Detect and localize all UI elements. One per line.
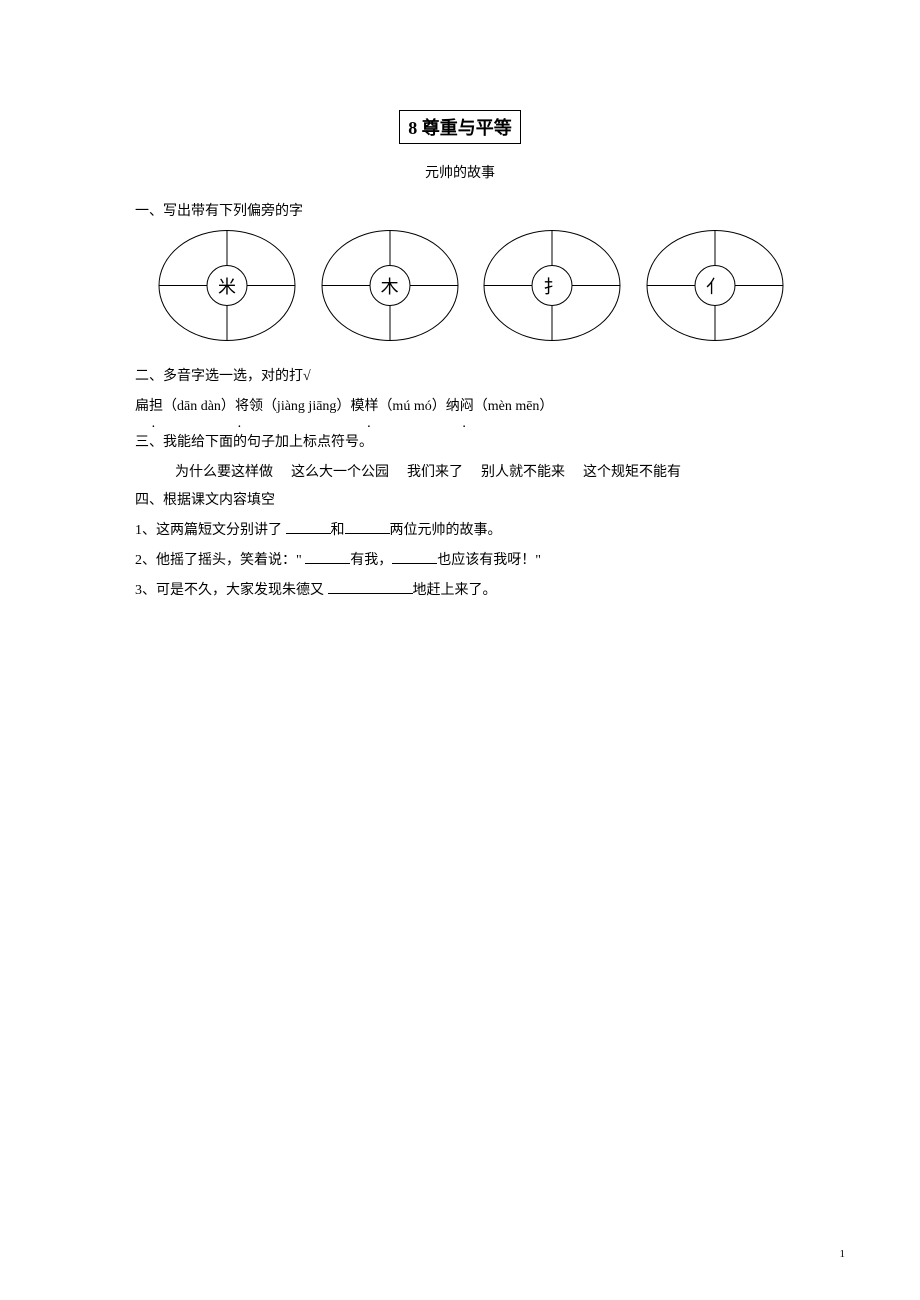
radicals-row: 米 木 扌 亻	[157, 228, 785, 343]
q3b: 地赶上来了。	[413, 583, 497, 598]
q3-line: 3、可是不久，大家发现朱德又 地赶上来了。	[135, 577, 785, 605]
w3dot: 样	[364, 393, 378, 421]
subtitle: 元帅的故事	[135, 162, 785, 182]
section3-heading: 三、我能给下面的句子加上标点符号。	[135, 431, 785, 451]
w1dot: 担	[149, 393, 163, 421]
radical-2: 扌	[543, 273, 561, 299]
q2-line: 2、他摇了摇头，笑着说：" 有我， 也应该有我呀！"	[135, 547, 785, 575]
radical-circle-2: 扌	[482, 228, 622, 343]
q2b: 有我，	[350, 553, 392, 568]
q2c: 也应该有我呀！"	[437, 553, 541, 568]
radical-circle-0: 米	[157, 228, 297, 343]
s3c: 我们来了	[407, 465, 463, 480]
page-number: 1	[840, 1248, 846, 1260]
radical-0: 米	[218, 273, 236, 299]
section2-heading: 二、多音字选一选，对的打√	[135, 365, 785, 385]
blank-5	[328, 580, 413, 594]
blank-2	[345, 520, 390, 534]
s3e: 这个规矩不能有	[583, 465, 681, 480]
p2: （jiàng jiāng）	[263, 399, 351, 414]
radical-3: 亻	[706, 273, 724, 299]
blank-4	[392, 550, 437, 564]
polyphonic-line: 扁担（dān dàn）将领（jiàng jiāng）模样（mú mó）纳闷（mè…	[135, 393, 785, 421]
s3b: 这么大一个公园	[291, 465, 389, 480]
q1-line: 1、这两篇短文分别讲了 和 两位元帅的故事。	[135, 517, 785, 545]
w4: 纳	[446, 399, 460, 414]
blank-1	[286, 520, 331, 534]
title-wrapper: 8 尊重与平等	[135, 110, 785, 144]
s3a: 为什么要这样做	[175, 465, 273, 480]
p4: （mèn mēn）	[474, 399, 554, 414]
w1: 扁	[135, 399, 149, 414]
radical-circle-1: 木	[320, 228, 460, 343]
section4-heading: 四、根据课文内容填空	[135, 489, 785, 509]
q1c: 两位元帅的故事。	[390, 523, 502, 538]
q3a: 3、可是不久，大家发现朱德又	[135, 583, 324, 598]
p1: （dān dàn）	[163, 399, 235, 414]
w2b: 领	[249, 399, 263, 414]
q1b: 和	[331, 523, 345, 538]
w4dot: 闷	[460, 393, 474, 421]
q1a: 1、这两篇短文分别讲了	[135, 523, 282, 538]
radical-1: 木	[381, 273, 399, 299]
radical-circle-3: 亻	[645, 228, 785, 343]
punctuation-line: 为什么要这样做 这么大一个公园 我们来了 别人就不能来 这个规矩不能有	[135, 459, 785, 487]
p3: （mú mó）	[378, 399, 445, 414]
page-title: 8 尊重与平等	[399, 110, 521, 144]
w3: 模	[350, 399, 364, 414]
section1-heading: 一、写出带有下列偏旁的字	[135, 200, 785, 220]
w2dot: 将	[235, 393, 249, 421]
q2a: 2、他摇了摇头，笑着说："	[135, 553, 302, 568]
blank-3	[305, 550, 350, 564]
s3d: 别人就不能来	[481, 465, 565, 480]
